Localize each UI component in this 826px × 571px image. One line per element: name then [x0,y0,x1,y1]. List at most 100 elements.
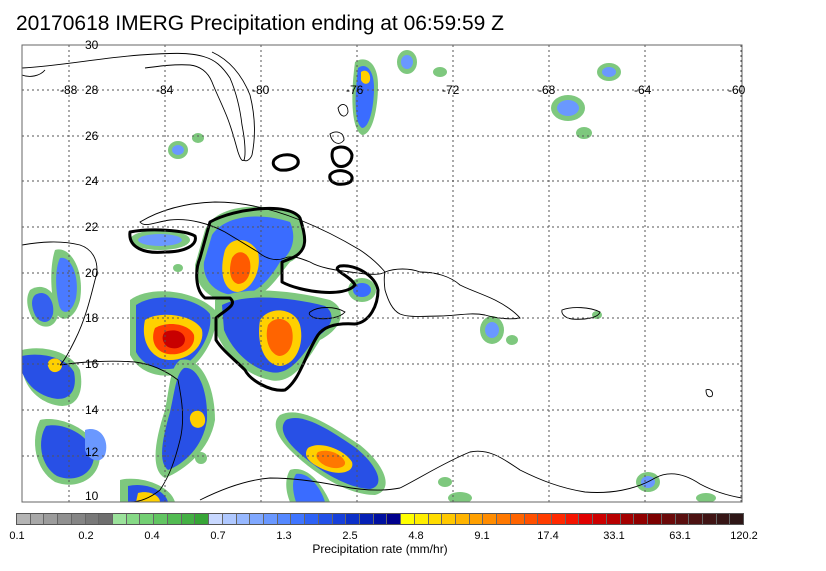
rain-cell-venezuela-2 [438,477,452,487]
colorbar-cell [277,514,292,524]
colorbar-cell [250,514,264,524]
colorbar-cell [579,514,594,524]
colorbar-cell [483,514,498,524]
colorbar-cell [401,514,415,524]
colorbar-cell [524,514,539,524]
colorbar-cell [181,514,196,524]
colorbar-cell [318,514,333,524]
colorbar-cell [113,514,127,524]
colorbar-tick-10: 63.1 [669,530,691,542]
colorbar-cell [305,514,319,524]
colorbar-cell [414,514,429,524]
rain-cell-atlantic-2 [433,67,447,77]
colorbar-tick-9: 33.1 [603,530,625,542]
lon-label-68: -68 [538,83,556,97]
rain-cell-cayman [173,264,183,272]
lon-label-76: -76 [346,83,364,97]
rain-cell-south-band-peak [316,450,346,469]
coastlines [22,51,742,502]
colorbar-cell [126,514,141,524]
rain-cell-sw-coast-core [47,358,62,373]
colorbar-cell [442,514,456,524]
lon-label-88: -88 [60,83,78,97]
colorbar-tick-11: 120.2 [730,530,758,542]
lat-label-30: 30 [85,38,99,52]
colorbar-cell [689,514,703,524]
colorbar-cell [373,514,388,524]
coast-colombia-venezuela [399,450,742,499]
colorbar-cell [497,514,511,524]
rain-cell-gulf-honduras-blue [32,292,54,322]
rain-cell-central-peak [266,318,293,356]
precipitation-map: 30 28 26 24 22 20 18 16 14 12 10 -88 -84… [21,38,746,503]
lat-label-14: 14 [85,403,99,417]
colorbar-cell [538,514,553,524]
rain-cell-gulf-1-blue [172,145,184,155]
colorbar-cell [620,514,635,524]
colorbar-tick-8: 17.4 [537,530,559,542]
rain-cell-nicaragua-blue [162,367,208,470]
colorbar-cell [154,514,168,524]
rain-cell-cuba-north-blue [138,234,182,246]
longitude-labels: -88 -84 -80 -76 -72 -68 -64 -60 [60,83,746,97]
lat-label-20: 20 [85,266,99,280]
coast-gulf-west [22,69,46,77]
colorbar-tick-4: 1.3 [276,530,292,542]
lat-label-24: 24 [85,174,99,188]
rain-cell-cuba-west-peak [230,252,251,284]
colorbar-cell [510,514,525,524]
colorbar-cell [263,514,278,524]
lon-label-72: -72 [442,83,460,97]
colorbar-cell [71,514,86,524]
colorbar [16,513,744,525]
colorbar-cell [634,514,649,524]
lat-label-26: 26 [85,129,99,143]
rain-cell-caribbean-small [195,452,207,464]
coast-jamaica [308,307,346,320]
colorbar-cell [456,514,470,524]
contour-central [195,207,380,392]
chart-title: 20170618 IMERG Precipitation ending at 0… [16,12,504,35]
colorbar-cell [58,514,72,524]
colorbar-cell [593,514,607,524]
coast-cuba [139,201,386,275]
lon-label-60: -60 [728,83,746,97]
rain-cell-atlantic-5 [576,127,592,139]
rain-cell-atlantic-1-blue [401,55,413,69]
lat-label-18: 18 [85,311,99,325]
coast-lesser-antilles [705,389,713,398]
rain-cell-bahamas-north-core [361,70,371,84]
colorbar-cell [675,514,690,524]
rain-cell-hispaniola-2 [506,335,518,345]
colorbar-cell [332,514,347,524]
colorbar-tick-5: 2.5 [342,530,358,542]
colorbar-tick-7: 9.1 [474,530,490,542]
colorbar-tick-3: 0.7 [210,530,226,542]
coast-florida-east [211,51,255,162]
lat-label-28: 28 [85,83,99,97]
colorbar-cell [606,514,621,524]
contour-bahamas-3 [328,169,354,186]
lon-label-84: -84 [156,83,174,97]
lon-label-64: -64 [634,83,652,97]
coast-yucatan [22,241,98,366]
map-gridlines [22,45,742,502]
rain-cell-venezuela-4 [696,493,716,502]
rain-cell-nicaragua-core [189,410,206,428]
colorbar-tick-2: 0.4 [144,530,160,542]
rain-cell-pacific-2 [85,429,107,461]
rain-cell-belize-blue [56,257,77,312]
contour-bahamas-1 [271,153,300,172]
colorbar-cell [359,514,374,524]
colorbar-cell [730,514,744,524]
colorbar-cell [99,514,114,524]
colorbar-cell [85,514,100,524]
colorbar-tick-1: 0.2 [78,530,94,542]
colorbar-cell [236,514,251,524]
map-frame [21,44,743,503]
coast-honduras [59,360,184,502]
colorbar-cell [469,514,484,524]
colorbar-cell [209,514,223,524]
coast-puertorico [561,307,601,320]
colorbar-cell [702,514,717,524]
